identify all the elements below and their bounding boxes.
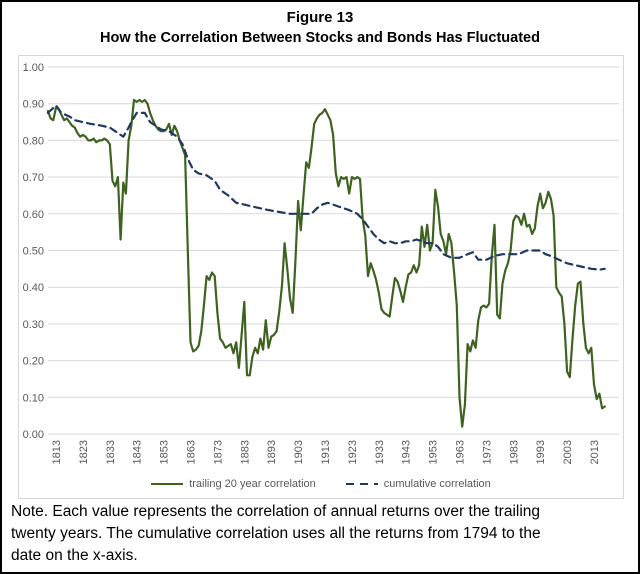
x-tick-label: 1883 bbox=[239, 440, 251, 464]
x-tick-label: 1933 bbox=[374, 440, 386, 464]
x-tick-label: 2003 bbox=[562, 440, 574, 464]
legend-label-trailing: trailing 20 year correlation bbox=[189, 478, 316, 490]
x-tick-label: 1863 bbox=[186, 440, 198, 464]
correlation-chart: 0.00 0.10 0.20 0.30 0.40 0.50 0.60 0.70 0.80 0.90… bbox=[23, 62, 619, 464]
cumulative-series-line bbox=[46, 104, 606, 271]
y-tick-label: 0.00 bbox=[23, 429, 44, 441]
trailing-series-line bbox=[46, 98, 606, 428]
y-tick-label: 0.60 bbox=[23, 209, 44, 221]
y-tick-label: 0.50 bbox=[23, 246, 44, 258]
y-tick-label: 0.80 bbox=[23, 135, 44, 147]
x-tick-label: 1873 bbox=[212, 440, 224, 464]
y-tick-label: 0.90 bbox=[23, 99, 44, 111]
x-tick-label: 1853 bbox=[159, 440, 171, 464]
legend-item-cumulative: cumulative correlation bbox=[345, 478, 491, 490]
y-tick-label: 0.40 bbox=[23, 282, 44, 294]
x-tick-label: 2013 bbox=[589, 440, 601, 464]
x-tick-label: 1983 bbox=[508, 440, 520, 464]
x-tick-label: 1923 bbox=[347, 440, 359, 464]
y-tick-label: 0.30 bbox=[23, 319, 44, 331]
y-tick-label: 0.10 bbox=[23, 392, 44, 404]
note-line: Note. Each value represents the correlat… bbox=[11, 503, 541, 520]
x-tick-label: 1953 bbox=[428, 440, 440, 464]
figure-number: Figure 13 bbox=[286, 9, 354, 26]
trailing-line-swatch bbox=[151, 482, 184, 486]
x-tick-label: 1993 bbox=[535, 440, 547, 464]
legend-item-trailing: trailing 20 year correlation bbox=[151, 478, 316, 490]
figure-note: Note. Each value represents the correlat… bbox=[11, 501, 631, 567]
x-tick-label: 1843 bbox=[132, 440, 144, 464]
chart-frame: 0.00 0.10 0.20 0.30 0.40 0.50 0.60 0.70 0.80 0.90… bbox=[18, 55, 624, 499]
figure-title: Figure 13 How the Correlation Between St… bbox=[2, 8, 638, 48]
note-line: date on the x-axis. bbox=[11, 547, 138, 564]
chart-title: How the Correlation Between Stocks and B… bbox=[100, 30, 540, 46]
x-tick-label: 1943 bbox=[401, 440, 413, 464]
x-tick-label: 1823 bbox=[78, 440, 90, 464]
x-tick-label: 1903 bbox=[293, 440, 305, 464]
y-tick-label: 1.00 bbox=[23, 62, 44, 74]
note-line: twenty years. The cumulative correlation… bbox=[11, 525, 541, 542]
legend-label-cumulative: cumulative correlation bbox=[383, 478, 491, 490]
y-tick-label: 0.70 bbox=[23, 172, 44, 184]
x-tick-label: 1973 bbox=[481, 440, 493, 464]
x-tick-label: 1833 bbox=[105, 440, 117, 464]
x-tick-label: 1893 bbox=[266, 440, 278, 464]
cumulative-line-swatch bbox=[345, 482, 378, 486]
x-tick-label: 1913 bbox=[320, 440, 332, 464]
chart-legend: trailing 20 year correlation cumulative … bbox=[19, 478, 623, 490]
y-tick-label: 0.20 bbox=[23, 356, 44, 368]
x-tick-label: 1963 bbox=[455, 440, 467, 464]
x-tick-label: 1813 bbox=[51, 440, 63, 464]
